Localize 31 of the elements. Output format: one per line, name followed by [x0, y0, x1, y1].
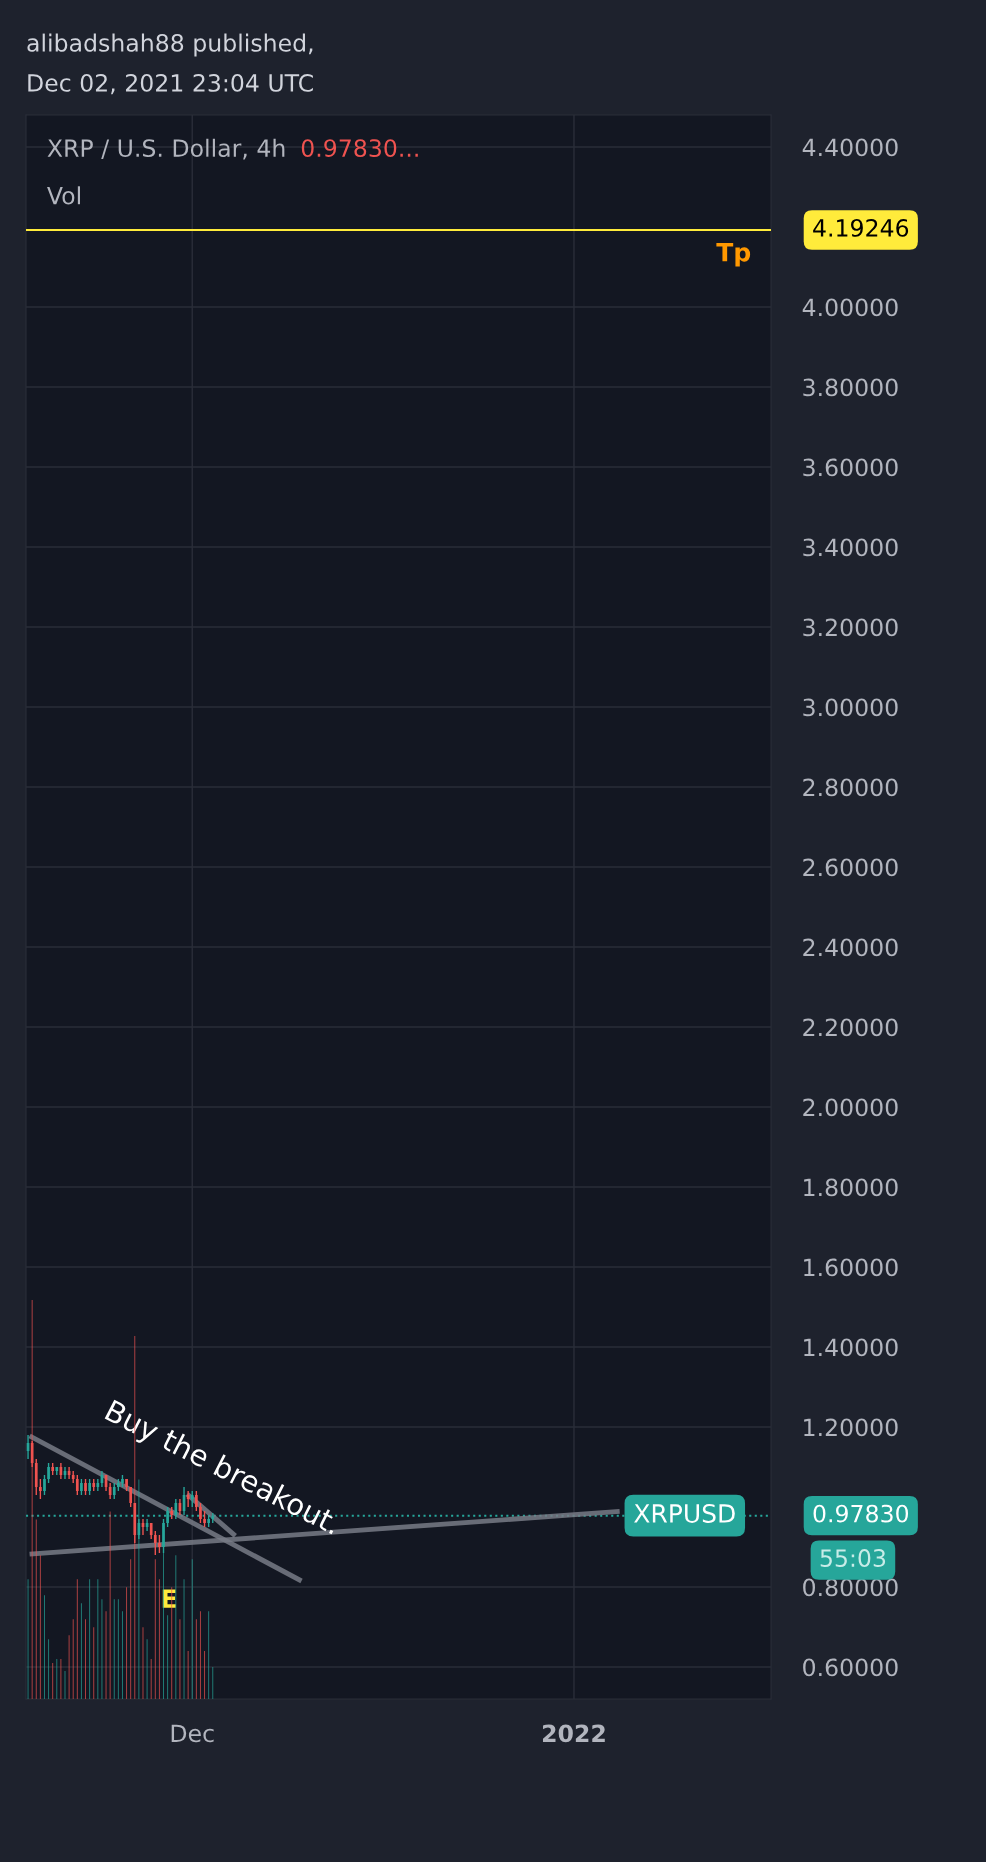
y-tick-label: 0.80000: [803, 1578, 898, 1597]
y-tick-label: 1.40000: [804, 1338, 898, 1357]
annotation: E: [162, 1589, 176, 1608]
ref-line-label: 4.19246: [813, 219, 909, 237]
text: XRP / U.S. Dollar, 4h: [47, 138, 285, 160]
y-tick-label: 1.60000: [804, 1258, 898, 1277]
annotation: XRPUSD: [634, 1504, 735, 1523]
y-tick-label: 3.40000: [803, 538, 898, 557]
y-tick-label: 0.60000: [803, 1658, 898, 1677]
annotation: Tp: [716, 243, 751, 267]
y-tick-label: 4.00000: [802, 298, 898, 317]
annotation: 0.97830...: [301, 139, 418, 158]
y-tick-label: 2.00000: [803, 1098, 898, 1117]
x-tick-label: Dec: [171, 1724, 214, 1743]
y-tick-label: 1.80000: [804, 1178, 898, 1197]
y-tick-label: 4.40000: [802, 138, 898, 157]
y-tick-label: 2.40000: [803, 938, 898, 957]
text: Dec 02, 2021 23:04 UTC: [28, 73, 313, 95]
y-tick-label: 3.60000: [803, 458, 898, 477]
y-tick-label: 3.20000: [803, 618, 898, 637]
text: 55:03: [820, 1549, 886, 1567]
annotation: Vol: [47, 186, 80, 205]
y-tick-label: 3.80000: [803, 378, 898, 397]
ref-line-label: 0.97830: [813, 1504, 909, 1523]
y-tick-label: 2.20000: [803, 1018, 898, 1037]
text: alibadshah88 published,: [27, 33, 313, 57]
y-tick-label: 2.60000: [803, 858, 898, 877]
y-tick-label: 3.00000: [803, 698, 898, 717]
y-tick-label: 2.80000: [803, 778, 898, 797]
y-tick-label: 1.20000: [804, 1418, 898, 1437]
x-tick-label: 2022: [542, 1724, 605, 1743]
